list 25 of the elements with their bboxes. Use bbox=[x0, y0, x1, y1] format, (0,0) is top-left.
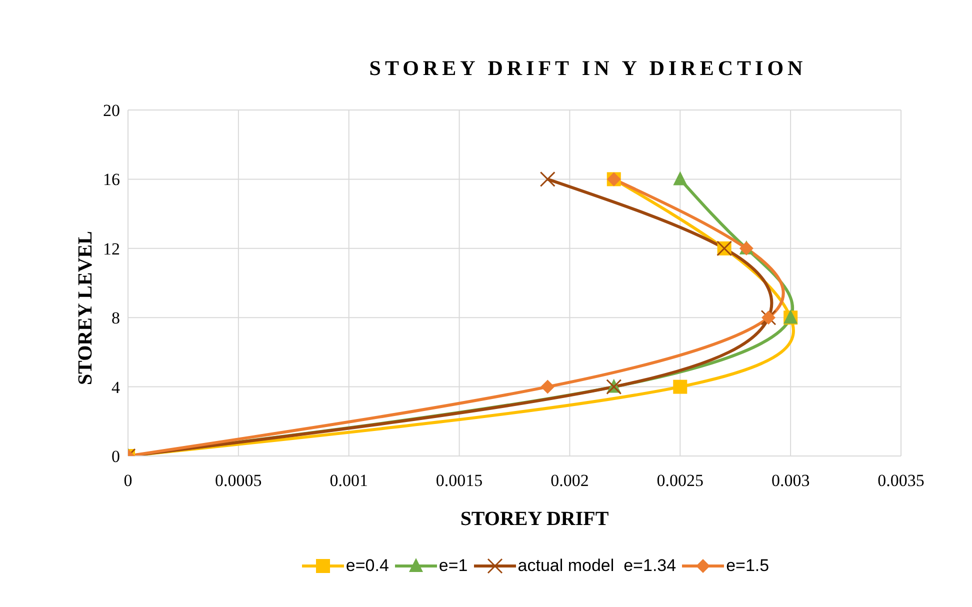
y-tick-label: 4 bbox=[112, 378, 120, 397]
point bbox=[540, 380, 555, 394]
x-tick-label: 0.0025 bbox=[656, 471, 704, 490]
y-axis-title: STOREY LEVEL bbox=[74, 231, 98, 385]
x-tick-label: 0.003 bbox=[771, 471, 810, 490]
x-axis-title: STOREY DRIFT bbox=[459, 508, 610, 531]
point bbox=[673, 171, 688, 186]
x-tick-label: 0.002 bbox=[550, 471, 589, 490]
x-tick-label: 0.0015 bbox=[436, 471, 483, 490]
x-tick-label: 0 bbox=[124, 471, 132, 490]
legend-label: e=1 bbox=[438, 556, 468, 576]
y-tick-label: 16 bbox=[103, 170, 120, 190]
point bbox=[540, 171, 556, 187]
point bbox=[673, 380, 688, 394]
x-tick-label: 0.001 bbox=[330, 471, 368, 490]
y-tick-label: 20 bbox=[103, 101, 120, 120]
legend-label: actual model e=1.34 bbox=[516, 556, 676, 576]
legend-label: e=0.4 bbox=[344, 556, 389, 576]
legend-label: e=1.5 bbox=[725, 556, 770, 576]
x-tick-label: 0.0035 bbox=[878, 471, 924, 490]
y-tick-label: 0 bbox=[112, 447, 120, 466]
y-tick-label: 12 bbox=[103, 239, 120, 258]
x-tick-label: 0.0005 bbox=[215, 471, 262, 490]
y-tick-label: 8 bbox=[112, 308, 120, 328]
chart-title: STOREY DRIFT IN Y DIRECTION bbox=[368, 56, 808, 81]
